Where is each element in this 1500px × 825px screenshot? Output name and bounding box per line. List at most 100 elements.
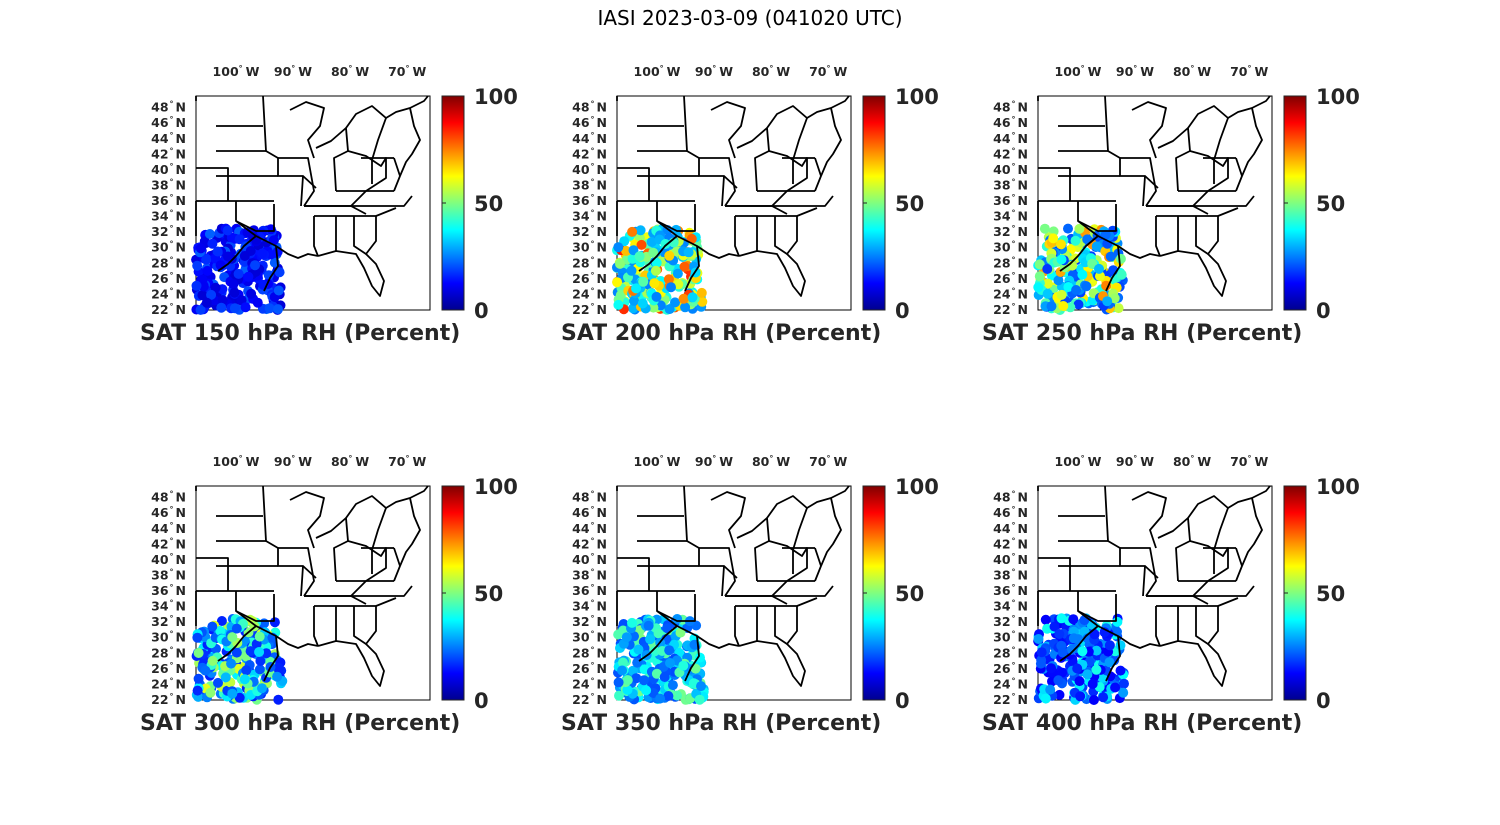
- boundary-line: [1037, 591, 1117, 626]
- lon-tick-label: 90° W: [274, 64, 312, 79]
- rh-observation: [210, 282, 221, 293]
- rh-observation: [1068, 633, 1079, 644]
- lat-tick-label: 36° N: [993, 193, 1028, 208]
- panel-label: SAT 200 hPa RH (Percent): [561, 321, 881, 346]
- rh-observation: [252, 297, 263, 308]
- boundary-line: [195, 95, 304, 207]
- rh-observation: [229, 303, 240, 314]
- rh-observation: [1046, 301, 1057, 312]
- rh-observation: [613, 242, 624, 253]
- lat-tick-label: 36° N: [572, 193, 607, 208]
- lat-tick-label: 26° N: [572, 271, 607, 286]
- rh-observation: [636, 239, 647, 250]
- colorbar-tick-label: 50: [474, 192, 503, 216]
- boundary-line: [217, 625, 279, 682]
- rh-observation: [245, 646, 256, 657]
- boundary-line: [616, 201, 696, 236]
- lat-tick-label: 26° N: [151, 661, 186, 676]
- lat-tick-label: 38° N: [151, 568, 186, 583]
- rh-observation: [191, 280, 202, 291]
- rh-observation: [1118, 687, 1129, 698]
- rh-observation: [1036, 647, 1047, 658]
- rh-observation: [1042, 264, 1053, 274]
- boundary-line: [1038, 125, 1120, 202]
- lat-tick-label: 30° N: [572, 630, 607, 645]
- lon-tick-label: 70° W: [1230, 64, 1268, 79]
- rh-observation: [1102, 296, 1113, 307]
- rh-observation: [646, 237, 657, 247]
- rh-observation: [613, 677, 624, 688]
- rh-observation: [1075, 691, 1086, 702]
- rh-observation: [201, 297, 212, 308]
- lat-tick-label: 28° N: [151, 645, 186, 660]
- lat-tick-label: 40° N: [993, 552, 1028, 567]
- rh-observation: [659, 672, 670, 682]
- rh-observation: [269, 617, 280, 628]
- lat-tick-label: 36° N: [151, 193, 186, 208]
- boundary-line: [1059, 235, 1121, 292]
- boundary-line: [1144, 127, 1208, 192]
- rh-observation: [634, 251, 645, 262]
- colorbar-tick-label: 0: [1316, 689, 1331, 713]
- boundary-line: [1146, 157, 1255, 207]
- lon-tick-label: 100° W: [634, 64, 681, 79]
- rh-observation: [1115, 640, 1126, 651]
- lat-tick-label: 22° N: [151, 692, 186, 707]
- lon-tick-label: 70° W: [388, 454, 426, 469]
- rh-observation: [1040, 693, 1051, 704]
- rh-observation: [695, 652, 705, 663]
- rh-observation: [666, 282, 676, 293]
- lon-tick-label: 100° W: [213, 64, 260, 79]
- state-boundaries: [1037, 95, 1271, 297]
- state-boundaries: [195, 485, 429, 687]
- rh-observation: [1091, 664, 1102, 675]
- rh-observation: [274, 267, 285, 278]
- boundary-line: [1059, 625, 1121, 682]
- boundary-line: [289, 101, 387, 161]
- rh-observation: [621, 245, 632, 256]
- rh-observation: [1100, 229, 1111, 240]
- boundary-line: [723, 517, 787, 582]
- lat-tick-label: 48° N: [572, 100, 607, 115]
- lat-tick-label: 32° N: [993, 614, 1028, 629]
- lat-tick-label: 22° N: [993, 302, 1028, 317]
- rh-observation: [1104, 657, 1115, 668]
- rh-observation: [1063, 223, 1073, 234]
- lon-tick-label: 90° W: [1116, 454, 1154, 469]
- lat-tick-label: 42° N: [151, 536, 186, 551]
- rh-observation: [1042, 288, 1053, 299]
- lon-tick-label: 80° W: [331, 454, 369, 469]
- lat-tick-label: 46° N: [572, 115, 607, 130]
- boundary-line: [617, 125, 699, 202]
- boundary-line: [710, 491, 808, 551]
- rh-observation: [233, 268, 244, 279]
- colorbar-tick-label: 0: [474, 689, 489, 713]
- lat-tick-label: 24° N: [993, 676, 1028, 691]
- lon-tick-label: 80° W: [1173, 454, 1211, 469]
- lat-tick-label: 48° N: [151, 100, 186, 115]
- state-boundaries: [616, 95, 850, 297]
- rh-observation: [257, 683, 267, 694]
- lat-tick-label: 48° N: [993, 490, 1028, 505]
- panel-250: 100° W 90° W 80° W 70° W 22° N24° N26° N28° N30° N32°…: [982, 64, 1360, 346]
- lat-tick-label: 24° N: [151, 286, 186, 301]
- lon-tick-label: 90° W: [695, 454, 733, 469]
- lat-tick-label: 38° N: [151, 178, 186, 193]
- rh-observation: [1116, 269, 1127, 280]
- rh-observation: [670, 297, 680, 308]
- rh-observation: [1112, 616, 1123, 627]
- rh-observation: [204, 229, 215, 239]
- rh-observation: [222, 225, 233, 236]
- rh-observation: [226, 658, 237, 669]
- rh-observation: [1054, 689, 1065, 700]
- lat-tick-label: 32° N: [151, 614, 186, 629]
- colorbar-tick-label: 50: [895, 192, 924, 216]
- rh-observation: [1091, 241, 1102, 252]
- rh-observation: [617, 665, 628, 676]
- panel-label: SAT 350 hPa RH (Percent): [561, 711, 881, 736]
- rh-observation: [1049, 621, 1060, 632]
- lat-tick-label: 34° N: [993, 209, 1028, 224]
- lat-tick-label: 38° N: [993, 568, 1028, 583]
- rh-observation: [650, 265, 661, 276]
